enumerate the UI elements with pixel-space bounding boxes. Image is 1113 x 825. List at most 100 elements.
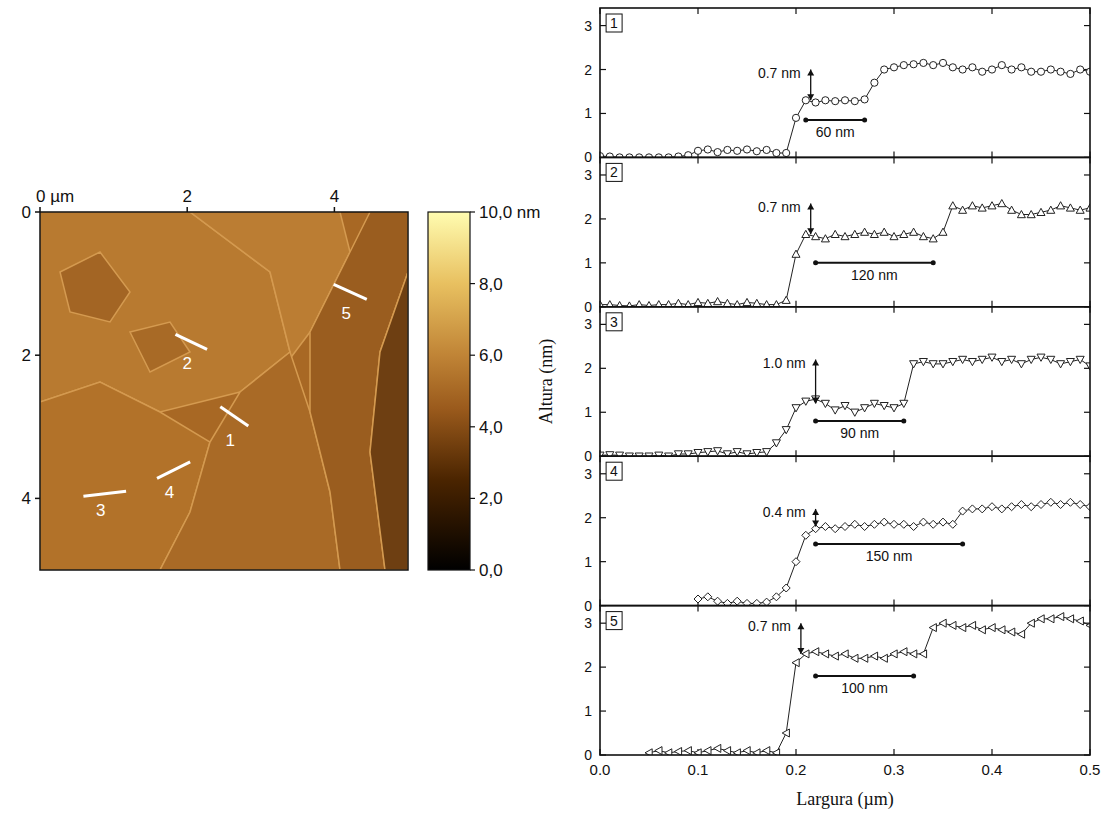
marker (802, 230, 810, 237)
marker (988, 66, 995, 73)
colorbar-tick (470, 498, 475, 499)
bracket-end (960, 542, 965, 547)
width-label: 60 nm (816, 124, 855, 140)
marker (939, 59, 946, 66)
y-tick (600, 113, 606, 114)
x-tick (795, 157, 796, 163)
marker (988, 354, 996, 361)
marker (870, 652, 877, 660)
marker (734, 147, 741, 154)
x-tick-label: 0.0 (590, 761, 611, 778)
panel-frame (600, 157, 1090, 306)
arrow-head (797, 648, 804, 654)
x-tick (991, 151, 992, 157)
x-tick-label: 0.4 (982, 761, 1003, 778)
marker (959, 356, 967, 363)
height-label: 1.0 nm (763, 355, 806, 371)
x-tick (334, 207, 336, 212)
marker (890, 64, 897, 71)
colorbar-tick (470, 426, 475, 427)
marker (978, 626, 985, 634)
y-tick-label: 0 (584, 448, 592, 464)
marker (685, 152, 692, 158)
marker (959, 624, 966, 632)
y-tick (600, 667, 606, 668)
marker (753, 299, 761, 306)
marker (1028, 68, 1035, 75)
panel-label-box (606, 313, 622, 331)
profile-line (698, 502, 1090, 603)
terrace (130, 322, 190, 372)
marker (920, 59, 927, 66)
marker (723, 599, 731, 605)
marker (880, 403, 888, 410)
marker (851, 654, 858, 662)
bracket-end (813, 419, 818, 424)
marker (1066, 615, 1073, 623)
marker (979, 68, 986, 75)
profile-line (175, 334, 207, 349)
marker (949, 359, 957, 366)
marker (763, 598, 771, 606)
marker (1076, 206, 1084, 213)
marker (851, 98, 858, 105)
marker (870, 400, 878, 407)
marker (743, 451, 751, 456)
marker (861, 405, 869, 412)
x-tick (795, 456, 796, 462)
marker (890, 650, 897, 658)
marker (890, 233, 898, 240)
marker (714, 149, 721, 156)
marker (674, 748, 681, 756)
marker (949, 64, 956, 71)
panel-label-box (606, 14, 622, 32)
y-tick-label: 1 (584, 703, 592, 719)
x-tick-label: 0.5 (1080, 761, 1101, 778)
marker (959, 66, 966, 73)
marker (978, 505, 986, 513)
bracket-end (813, 260, 818, 265)
colorbar-tick (470, 211, 475, 212)
profile-line-label: 1 (226, 431, 235, 450)
marker (851, 230, 859, 237)
colorbar-tick-label: 10,0 nm (479, 203, 540, 222)
colorbar-tick-label: 2,0 (479, 489, 503, 508)
x-tick (893, 301, 894, 307)
marker (998, 62, 1005, 69)
bracket-end (803, 118, 808, 123)
marker (841, 523, 849, 531)
width-label: 150 nm (866, 548, 913, 564)
x-tick (991, 450, 992, 456)
marker (665, 301, 673, 307)
y-tick-label: 2 (584, 510, 592, 526)
marker (1008, 206, 1016, 213)
y-tick-label: 0 (584, 598, 592, 614)
marker (1047, 206, 1055, 213)
colorbar (428, 212, 470, 570)
marker (743, 298, 751, 305)
panel-label-box (606, 163, 622, 181)
marker (694, 749, 701, 755)
marker (919, 650, 926, 658)
width-bracket (816, 420, 904, 422)
marker (910, 650, 917, 658)
marker (1047, 615, 1054, 623)
marker (743, 146, 750, 153)
marker (939, 518, 947, 526)
y-tick-label: 4 (22, 489, 31, 508)
marker (861, 96, 868, 103)
marker (782, 729, 789, 737)
height-label: 0.7 nm (758, 65, 801, 81)
width-bracket (816, 543, 963, 545)
x-tick-label: 0 µm (36, 187, 74, 206)
marker (792, 405, 800, 412)
marker (1057, 361, 1065, 368)
x-tick-label: 0.1 (688, 761, 709, 778)
marker (1066, 359, 1074, 366)
marker (841, 403, 849, 410)
profile-line-label: 4 (165, 483, 174, 502)
x-tick (186, 207, 188, 212)
y-tick (600, 174, 606, 175)
x-tick (991, 157, 992, 163)
marker (930, 62, 937, 69)
